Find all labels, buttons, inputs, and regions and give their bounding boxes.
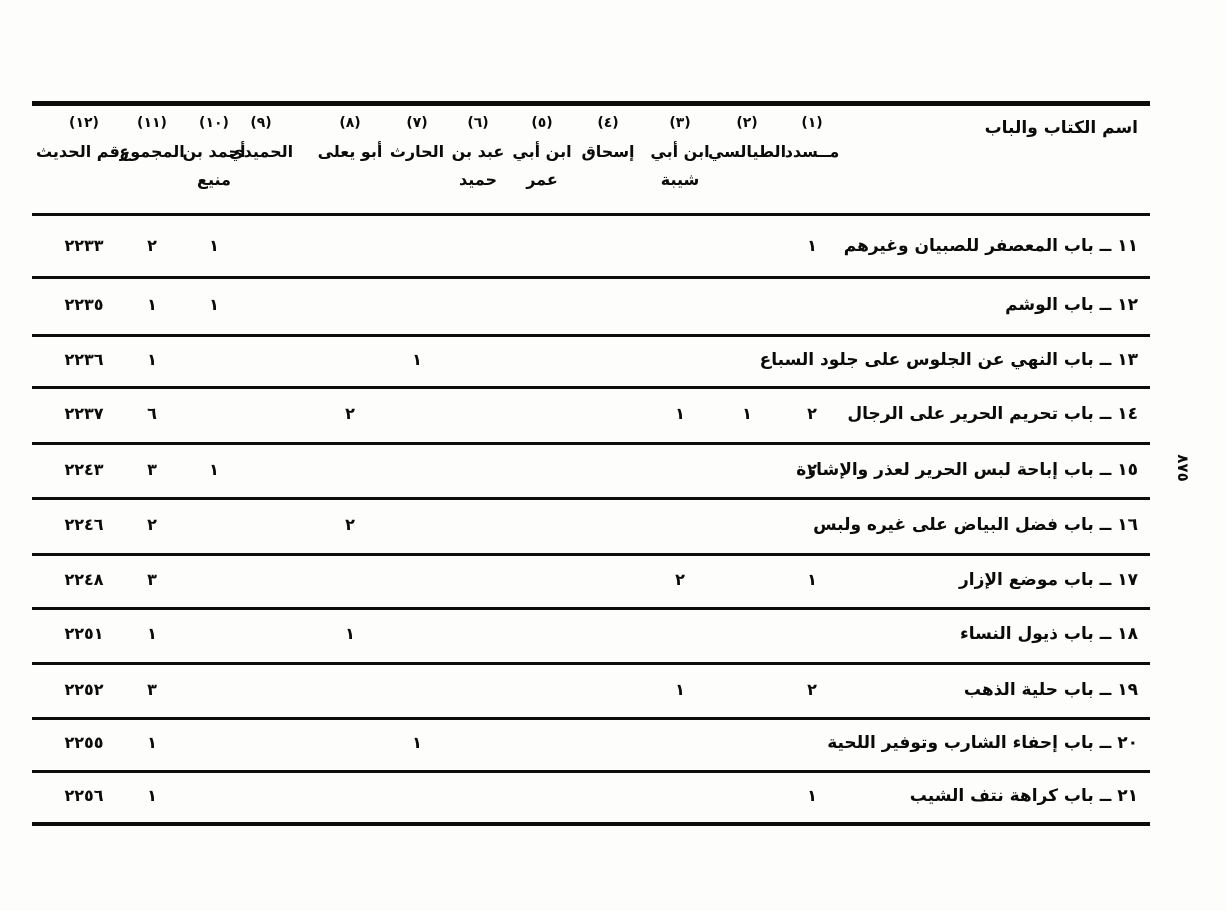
column-5-number: (٥) — [531, 115, 553, 131]
column-4-number: (٤) — [597, 115, 619, 131]
table-cell-col11: ٣ — [147, 460, 157, 479]
table-cell-col7: ١ — [412, 350, 422, 369]
table-cell-col11: ١ — [147, 350, 157, 369]
column-2-name: الطيالسي — [707, 142, 787, 161]
table-cell-col12: ٢٢٥١ — [64, 624, 104, 643]
row-title: ١٤ ــ باب تحريم الحرير على الرجال — [847, 404, 1138, 424]
column-7-number: (٧) — [406, 115, 428, 131]
table-cell-col2: ١ — [742, 404, 752, 423]
horizontal-rule — [32, 497, 1150, 500]
horizontal-rule — [32, 442, 1150, 445]
table-cell-col12: ٢٢٤٨ — [64, 570, 104, 589]
table-cell-col12: ٢٢٥٦ — [64, 786, 104, 805]
table-cell-col11: ١ — [147, 786, 157, 805]
table-cell-col1: ١ — [807, 786, 817, 805]
horizontal-rule — [32, 101, 1150, 106]
table-cell-col1: ٢ — [807, 404, 817, 423]
column-10-number: (١٠) — [199, 115, 229, 131]
table-cell-col8: ٢ — [345, 515, 355, 534]
table-cell-col12: ٢٢٥٢ — [64, 680, 104, 699]
row-title: ١٣ ــ باب النهي عن الجلوس على جلود السبا… — [759, 350, 1138, 370]
column-9-name: الحميدي — [228, 142, 294, 161]
row-title: ١٥ ــ باب إباحة لبس الحرير لعذر والإشارة — [796, 460, 1138, 480]
column-1-name: مــسدد — [784, 142, 840, 161]
table-cell-col12: ٢٢٤٦ — [64, 515, 104, 534]
table-cell-col10: ١ — [209, 460, 219, 479]
column-7-name: الحارث — [389, 142, 445, 161]
table-cell-col12: ٢٢٤٣ — [64, 460, 104, 479]
table-cell-col12: ٢٢٣٣ — [64, 236, 104, 255]
table-cell-col10: ١ — [209, 236, 219, 255]
column-12-number: (١٢) — [69, 115, 99, 131]
horizontal-rule — [32, 213, 1150, 216]
table-cell-col1: ٢ — [807, 680, 817, 699]
column-11-number: (١١) — [137, 115, 167, 131]
column-5-name: ابن أبي — [512, 142, 572, 161]
table-cell-col1: ١ — [807, 236, 817, 255]
horizontal-rule — [32, 607, 1150, 610]
book-chapter-column-header: اسم الكتاب والباب — [984, 118, 1138, 138]
table-cell-col11: ٣ — [147, 680, 157, 699]
row-title: ١١ ــ باب المعصفر للصبيان وغيرهم — [843, 236, 1138, 256]
row-title: ١٦ ــ باب فضل البياض على غيره ولبس — [813, 515, 1138, 535]
column-6-number: (٦) — [467, 115, 489, 131]
column-8-number: (٨) — [339, 115, 361, 131]
row-title: ١٢ ــ باب الوشم — [1005, 295, 1138, 315]
horizontal-rule — [32, 822, 1150, 826]
row-title: ١٧ ــ باب موضع الإزار — [958, 570, 1138, 590]
table-cell-col12: ٢٢٣٥ — [64, 295, 104, 314]
table-cell-col11: ١ — [147, 295, 157, 314]
table-cell-col11: ١ — [147, 733, 157, 752]
column-12-name: رقم الحديث — [35, 142, 129, 161]
column-9-number: (٩) — [250, 115, 272, 131]
horizontal-rule — [32, 662, 1150, 665]
page-number: ٨٧٥ — [1174, 454, 1192, 482]
column-10-name: أحمد بن — [182, 142, 246, 161]
table-cell-col10: ١ — [209, 295, 219, 314]
horizontal-rule — [32, 386, 1150, 389]
table-cell-col3: ١ — [675, 680, 685, 699]
column-2-number: (٢) — [736, 115, 758, 131]
table-cell-col3: ٢ — [675, 570, 685, 589]
row-title: ١٩ ــ باب حلية الذهب — [963, 680, 1138, 700]
table-cell-col1: ٢ — [807, 460, 817, 479]
table-cell-col12: ٢٢٣٧ — [64, 404, 104, 423]
table-cell-col12: ٢٢٣٦ — [64, 350, 104, 369]
table-cell-col11: ٢ — [147, 515, 157, 534]
row-title: ١٨ ــ باب ذيول النساء — [960, 624, 1138, 644]
table-cell-col8: ٢ — [345, 404, 355, 423]
table-cell-col1: ١ — [807, 570, 817, 589]
horizontal-rule — [32, 334, 1150, 337]
row-title: ٢٠ ــ باب إحفاء الشارب وتوفير اللحية — [827, 733, 1138, 753]
column-4-name: إسحاق — [581, 142, 635, 161]
horizontal-rule — [32, 770, 1150, 773]
column-8-name: أبو يعلى — [317, 142, 383, 161]
table-cell-col3: ١ — [675, 404, 685, 423]
column-6-name-line2: حميد — [458, 170, 498, 189]
horizontal-rule — [32, 276, 1150, 279]
column-3-name: ابن أبي — [650, 142, 710, 161]
table-cell-col7: ١ — [412, 733, 422, 752]
table-cell-col11: ٣ — [147, 570, 157, 589]
column-10-name-line2: منيع — [197, 170, 231, 189]
table-cell-col12: ٢٢٥٥ — [64, 733, 104, 752]
column-6-name: عبد بن — [451, 142, 505, 161]
horizontal-rule — [32, 717, 1150, 720]
table-cell-col11: ٦ — [147, 404, 157, 423]
column-3-number: (٣) — [669, 115, 691, 131]
column-11-name: المجموع — [119, 142, 185, 161]
table-cell-col11: ٢ — [147, 236, 157, 255]
row-title: ٢١ ــ باب كراهة نتف الشيب — [909, 786, 1138, 806]
column-3-name-line2: شيبة — [660, 170, 700, 189]
table-cell-col8: ١ — [345, 624, 355, 643]
column-5-name-line2: عمر — [526, 170, 558, 189]
column-1-number: (١) — [801, 115, 823, 131]
horizontal-rule — [32, 553, 1150, 556]
table-cell-col11: ١ — [147, 624, 157, 643]
